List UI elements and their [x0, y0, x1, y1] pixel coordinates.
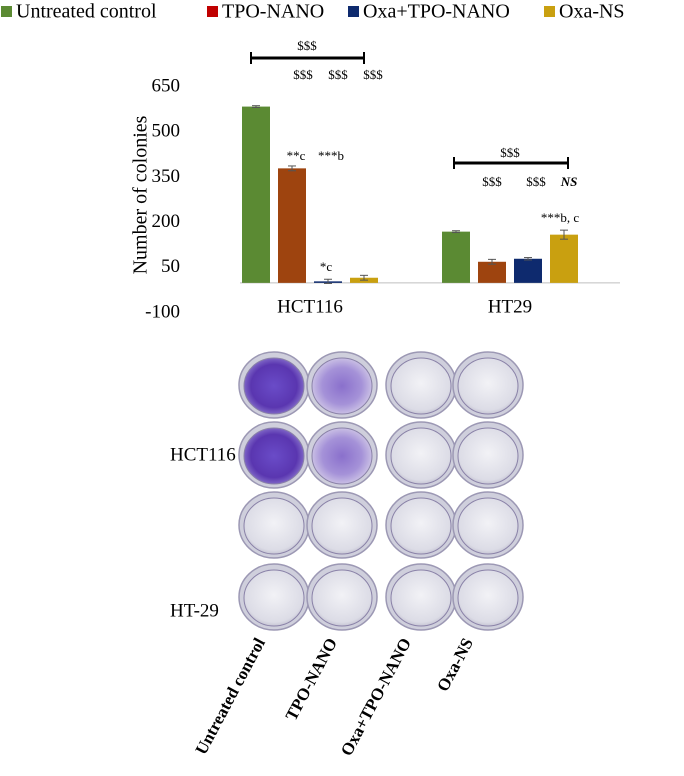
column-label-group: Oxa+TPO-NANO	[337, 635, 415, 759]
annotation: ***b	[318, 148, 344, 163]
well	[390, 569, 452, 627]
column-label: Untreated control	[192, 635, 270, 758]
column-label-group: Untreated control	[192, 635, 270, 758]
row-label: HT-29	[170, 600, 219, 621]
error-bar	[252, 105, 260, 108]
well	[311, 569, 373, 627]
bar	[550, 234, 578, 283]
error-bar	[324, 278, 332, 284]
well	[457, 427, 519, 485]
bar	[478, 261, 506, 283]
bar	[242, 106, 270, 283]
column-label: Oxa+TPO-NANO	[337, 635, 415, 759]
well	[390, 427, 452, 485]
annotation: ***b, c	[541, 210, 580, 225]
legend-swatch	[207, 6, 218, 17]
y-tick-label: 500	[152, 121, 181, 142]
well	[311, 427, 373, 485]
column-label: TPO-NANO	[282, 635, 341, 724]
error-bar	[360, 274, 368, 281]
well	[243, 569, 305, 627]
legend-swatch	[1, 6, 12, 17]
bar	[278, 168, 306, 283]
annotation: $$$	[297, 38, 317, 53]
column-label-group: TPO-NANO	[282, 635, 341, 724]
well	[390, 357, 452, 415]
error-bar	[524, 257, 532, 261]
well	[311, 357, 373, 415]
y-tick-label: 350	[152, 166, 181, 187]
well	[390, 497, 452, 555]
legend-swatch	[544, 6, 555, 17]
legend-label: Untreated control	[16, 1, 157, 23]
y-tick-label: 50	[161, 256, 180, 277]
x-tick-label: HCT116	[277, 296, 343, 317]
error-bar	[560, 229, 568, 240]
error-bar	[488, 258, 496, 265]
well	[243, 497, 305, 555]
annotation: $$$	[293, 67, 313, 82]
error-bar	[452, 230, 460, 234]
well	[457, 569, 519, 627]
column-label: Oxa-NS	[433, 635, 477, 695]
column-label-group: Oxa-NS	[433, 635, 477, 695]
legend-label: TPO-NANO	[222, 1, 324, 23]
y-tick-label: 200	[152, 211, 181, 232]
annotation: $$$	[482, 174, 502, 189]
y-tick-label: -100	[145, 301, 180, 322]
well	[457, 497, 519, 555]
well	[311, 497, 373, 555]
bar	[514, 258, 542, 283]
well	[243, 357, 305, 415]
annotation: $$$	[328, 67, 348, 82]
annotation: $$$	[363, 67, 383, 82]
bar	[442, 231, 470, 283]
legend-swatch	[348, 6, 359, 17]
x-tick-label: HT29	[488, 296, 532, 317]
well	[457, 357, 519, 415]
annotation: $$$	[500, 145, 520, 160]
error-bar	[288, 165, 296, 172]
legend-label: Oxa-NS	[559, 1, 625, 23]
annotation: *c	[320, 259, 333, 274]
y-axis-label: Number of colonies	[130, 115, 152, 274]
well	[243, 427, 305, 485]
y-tick-label: 650	[152, 75, 181, 96]
annotation: **c	[287, 148, 306, 163]
annotation: NS	[560, 174, 578, 189]
row-label: HCT116	[170, 444, 236, 465]
annotation: $$$	[526, 174, 546, 189]
legend-label: Oxa+TPO-NANO	[363, 1, 510, 23]
